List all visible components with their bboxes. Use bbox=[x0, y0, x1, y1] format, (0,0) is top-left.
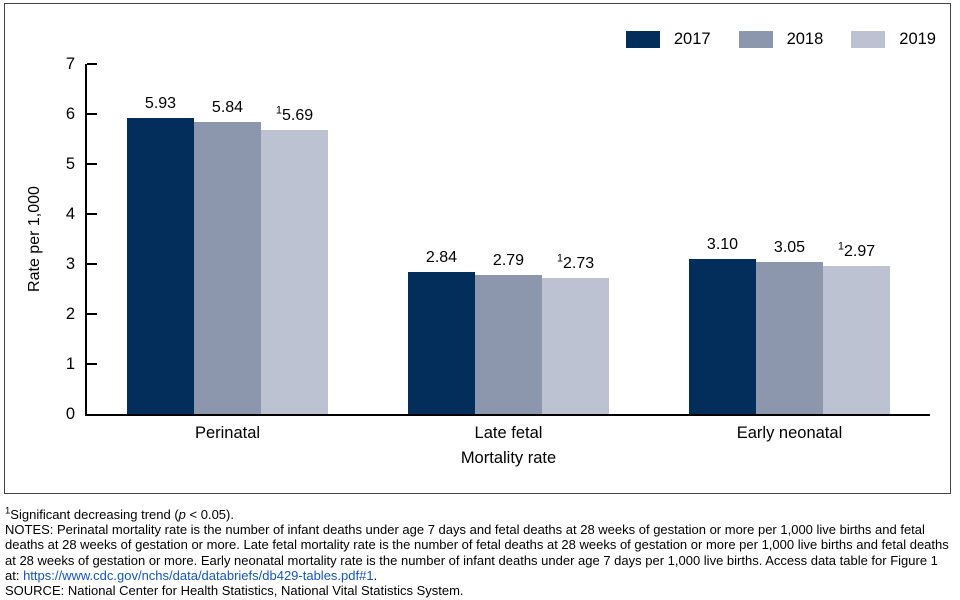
bar-value-label: 2.79 bbox=[492, 251, 525, 269]
bar-early-neonatal-2017: 3.10 bbox=[689, 236, 756, 414]
bar-value-label: 3.05 bbox=[773, 238, 806, 256]
category-label: Late fetal bbox=[474, 424, 543, 442]
bar-perinatal-2018: 5.84 bbox=[194, 99, 261, 414]
legend-swatch-2018 bbox=[738, 31, 773, 48]
y-tick-mark bbox=[87, 113, 97, 115]
category-label: Early neonatal bbox=[736, 424, 843, 442]
y-tick-label: 3 bbox=[65, 255, 75, 273]
bar-value-label: 2.84 bbox=[425, 249, 458, 266]
bar-groups: 5.93 5.84 15.69 2.84 2.79 12.73 3.10 3.05 12.97 bbox=[87, 64, 930, 414]
notes-paragraph: NOTES: Perinatal mortality rate is the n… bbox=[5, 522, 955, 583]
notes-text-after-link: . bbox=[373, 567, 378, 583]
bar-value-label: 3.10 bbox=[706, 236, 739, 253]
legend-swatch-2019 bbox=[851, 31, 886, 48]
legend-item-2019: 2019 bbox=[851, 30, 936, 49]
bar-early-neonatal-2019: 12.97 bbox=[823, 241, 890, 414]
category-labels: Perinatal Late fetal Early neonatal bbox=[87, 424, 930, 443]
bar-value-label: 15.69 bbox=[275, 104, 314, 124]
footnote-marker: 1 bbox=[5, 505, 11, 517]
y-tick-label: 7 bbox=[65, 55, 75, 73]
legend-label: 2017 bbox=[673, 30, 711, 48]
significance-marker: 1 bbox=[556, 252, 563, 265]
category-label: Perinatal bbox=[194, 424, 261, 442]
y-tick-label: 1 bbox=[65, 355, 75, 374]
bar-group-early-neonatal: 3.10 3.05 12.97 bbox=[649, 64, 930, 414]
y-tick-label: 2 bbox=[65, 305, 75, 324]
bar-group-late-fetal: 2.84 2.79 12.73 bbox=[368, 64, 649, 414]
bar-early-neonatal-2018: 3.05 bbox=[756, 239, 823, 414]
y-tick-label: 5 bbox=[65, 155, 75, 173]
y-tick-mark bbox=[87, 163, 97, 165]
plot-area: Rate per 1,000 5.93 5.84 15.69 2.84 2.79 12.7… bbox=[26, 55, 930, 467]
significance-marker: 1 bbox=[275, 104, 282, 117]
legend-label: 2018 bbox=[786, 30, 824, 48]
y-tick-mark bbox=[87, 63, 97, 65]
legend-item-2018: 2018 bbox=[738, 30, 824, 49]
y-tick-mark bbox=[87, 363, 97, 366]
y-axis-label: Rate per 1,000 bbox=[26, 186, 43, 292]
footnote-text: Significant decreasing trend ( bbox=[10, 507, 179, 522]
data-table-link[interactable]: https://www.cdc.gov/nchs/data/databriefs… bbox=[23, 567, 374, 583]
bar-late-fetal-2017: 2.84 bbox=[408, 249, 475, 414]
legend: 2017 2018 2019 bbox=[625, 30, 936, 49]
bar-group-perinatal: 5.93 5.84 15.69 bbox=[87, 64, 368, 414]
source-text: SOURCE: National Center for Health Stati… bbox=[5, 583, 464, 599]
notes: 1Significant decreasing trend (p < 0.05)… bbox=[5, 505, 955, 599]
legend-label: 2019 bbox=[899, 30, 936, 48]
bar-late-fetal-2018: 2.79 bbox=[475, 252, 542, 414]
bar-late-fetal-2019: 12.73 bbox=[542, 253, 609, 414]
legend-swatch-2017 bbox=[625, 31, 660, 48]
significance-marker: 1 bbox=[837, 240, 844, 253]
y-tick-label: 4 bbox=[65, 205, 75, 224]
y-tick-mark bbox=[87, 313, 97, 316]
legend-item-2017: 2017 bbox=[625, 30, 711, 49]
bar-value-label: 12.97 bbox=[837, 240, 876, 260]
chart-figure: 2017 2018 2019 Rate per 1,000 5.93 5.84 15.6… bbox=[4, 3, 951, 494]
y-tick-label: 6 bbox=[65, 105, 75, 123]
bar-perinatal-2017: 5.93 bbox=[127, 95, 194, 414]
footnote-text-end: < 0.05). bbox=[185, 507, 234, 522]
footnote: 1Significant decreasing trend (p < 0.05)… bbox=[5, 505, 955, 522]
y-tick-label: 0 bbox=[65, 405, 75, 423]
y-tick-mark bbox=[87, 213, 97, 216]
notes-text: NOTES: Perinatal mortality rate is the n… bbox=[5, 522, 949, 583]
bar-value-label: 12.73 bbox=[556, 252, 595, 272]
bar-value-label: 5.93 bbox=[144, 94, 177, 112]
bar-perinatal-2019: 15.69 bbox=[261, 105, 328, 414]
y-tick-mark bbox=[87, 263, 97, 265]
footnote-pvar: p bbox=[178, 507, 186, 522]
bar-value-label: 5.84 bbox=[211, 99, 244, 116]
x-axis-title: Mortality rate bbox=[460, 449, 557, 467]
